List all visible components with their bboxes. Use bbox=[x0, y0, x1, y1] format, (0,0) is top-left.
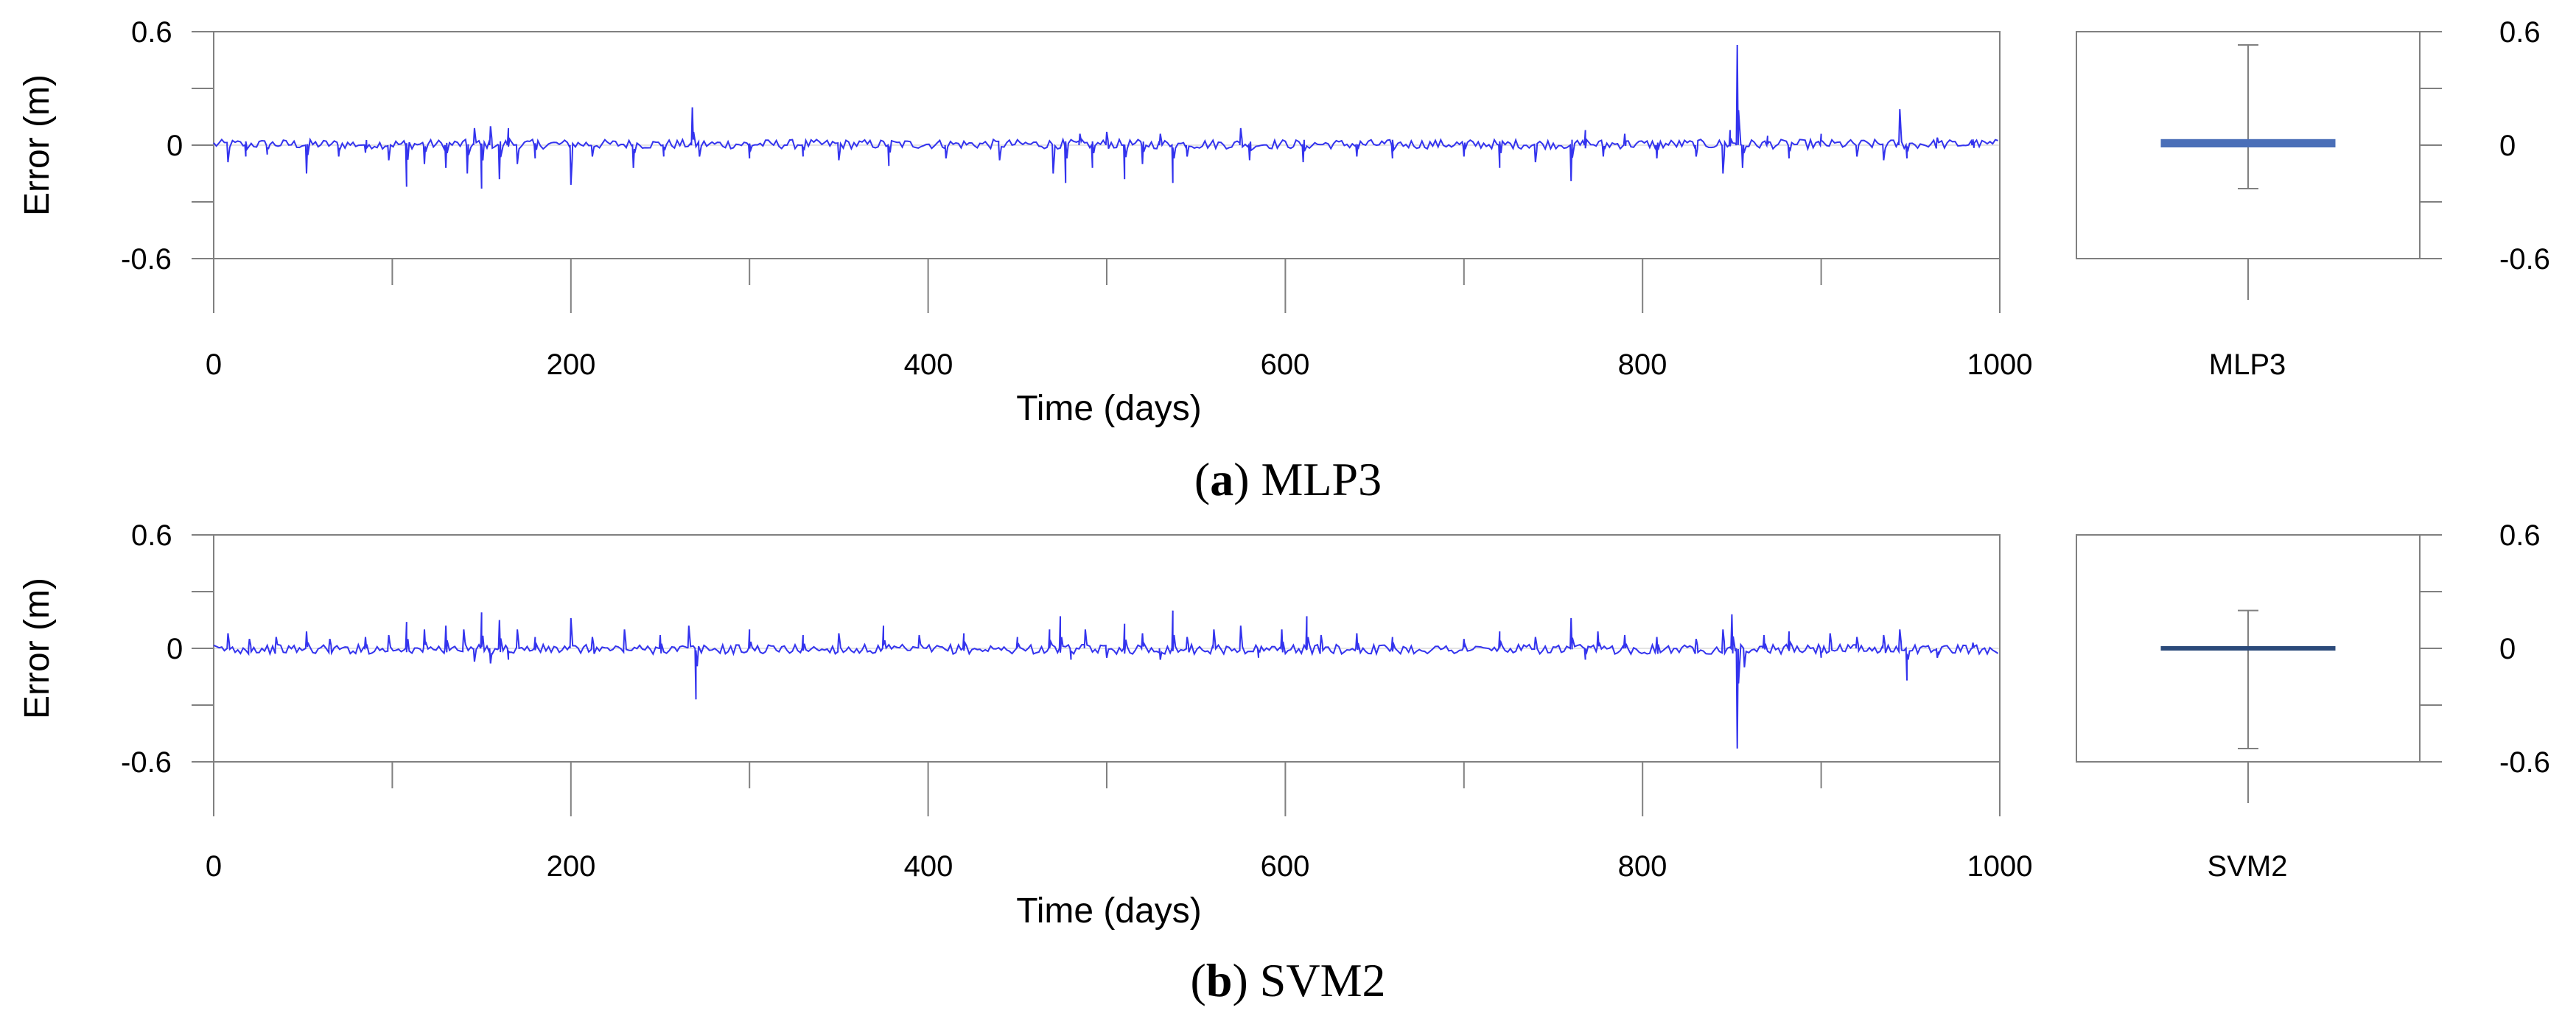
panel-b-y-tick-label: 0.6 bbox=[131, 519, 172, 552]
panel-a: 0.6 0 -0.6 0 200 400 600 800 1000 Time (… bbox=[18, 16, 2550, 505]
panel-b-y-tick-label: -0.6 bbox=[121, 746, 172, 779]
panel-b-caption-letter: b bbox=[1206, 954, 1233, 1006]
panel-a-x-tick-label: 800 bbox=[1618, 348, 1667, 381]
panel-b-series-line bbox=[213, 610, 1999, 749]
panel-a-series-line bbox=[213, 44, 1998, 189]
panel-a-x-tick-label: 600 bbox=[1261, 348, 1310, 381]
panel-a-boxplot-label: MLP3 bbox=[2209, 348, 2286, 381]
panel-b-x-tick-label: 800 bbox=[1618, 850, 1667, 883]
panel-a-y-axis bbox=[192, 31, 214, 259]
panel-b-x-tick-label: 1000 bbox=[1967, 850, 2033, 883]
panel-b-x-tick-label: 200 bbox=[547, 850, 596, 883]
panel-b-y-tick-label: 0 bbox=[167, 633, 183, 665]
panel-a-caption-text: MLP3 bbox=[1261, 453, 1382, 505]
panel-a-y-tick-label: 0.6 bbox=[131, 16, 172, 49]
panel-b-boxplot-y-tick-label: 0.6 bbox=[2499, 519, 2541, 552]
panel-b-boxplot-right-axis bbox=[2420, 534, 2442, 763]
panel-a-x-tick-label: 0 bbox=[206, 348, 222, 381]
panel-a-x-tick-label: 400 bbox=[904, 348, 953, 381]
panel-a-x-tick-label: 1000 bbox=[1967, 348, 2033, 381]
panel-b-caption: (b) SVM2 bbox=[1191, 954, 1386, 1006]
panel-a-boxplot-y-tick-label: 0.6 bbox=[2499, 16, 2541, 49]
panel-b: 0.6 0 -0.6 0 200 400 600 800 1000 Time (… bbox=[18, 519, 2550, 1006]
panel-b-x-tick-label: 600 bbox=[1261, 850, 1310, 883]
panel-a-boxplot-y-tick-label: 0 bbox=[2499, 130, 2516, 162]
panel-b-x-tick-label: 400 bbox=[904, 850, 953, 883]
panel-b-x-tick-label: 0 bbox=[206, 850, 222, 883]
panel-b-y-axis-title: Error (m) bbox=[18, 578, 57, 719]
panel-b-x-axis bbox=[213, 762, 2001, 816]
panel-b-boxplot-box bbox=[2160, 646, 2336, 651]
panel-b-caption-text: SVM2 bbox=[1260, 954, 1386, 1006]
panel-b-x-axis-title: Time (days) bbox=[1016, 891, 1202, 931]
panel-b-boxplot-y-tick-label: 0 bbox=[2499, 633, 2516, 665]
panel-a-boxplot-y-tick-label: -0.6 bbox=[2499, 243, 2550, 276]
panel-a-caption-letter: a bbox=[1210, 453, 1233, 505]
panel-a-boxplot-box bbox=[2160, 139, 2336, 148]
panel-a-x-tick-label: 200 bbox=[547, 348, 596, 381]
panel-a-x-axis-title: Time (days) bbox=[1016, 389, 1202, 428]
panel-a-y-tick-label: 0 bbox=[167, 130, 183, 162]
panel-a-y-axis-title: Error (m) bbox=[18, 74, 57, 216]
panel-a-y-tick-label: -0.6 bbox=[121, 243, 172, 276]
panel-b-y-axis bbox=[192, 534, 214, 763]
panel-b-boxplot-label: SVM2 bbox=[2208, 850, 2288, 883]
panel-a-x-axis bbox=[213, 259, 2001, 313]
panel-b-boxplot-y-tick-label: -0.6 bbox=[2499, 746, 2550, 779]
panel-a-boxplot-right-axis bbox=[2420, 31, 2442, 259]
panel-a-caption: (a) MLP3 bbox=[1194, 453, 1382, 505]
